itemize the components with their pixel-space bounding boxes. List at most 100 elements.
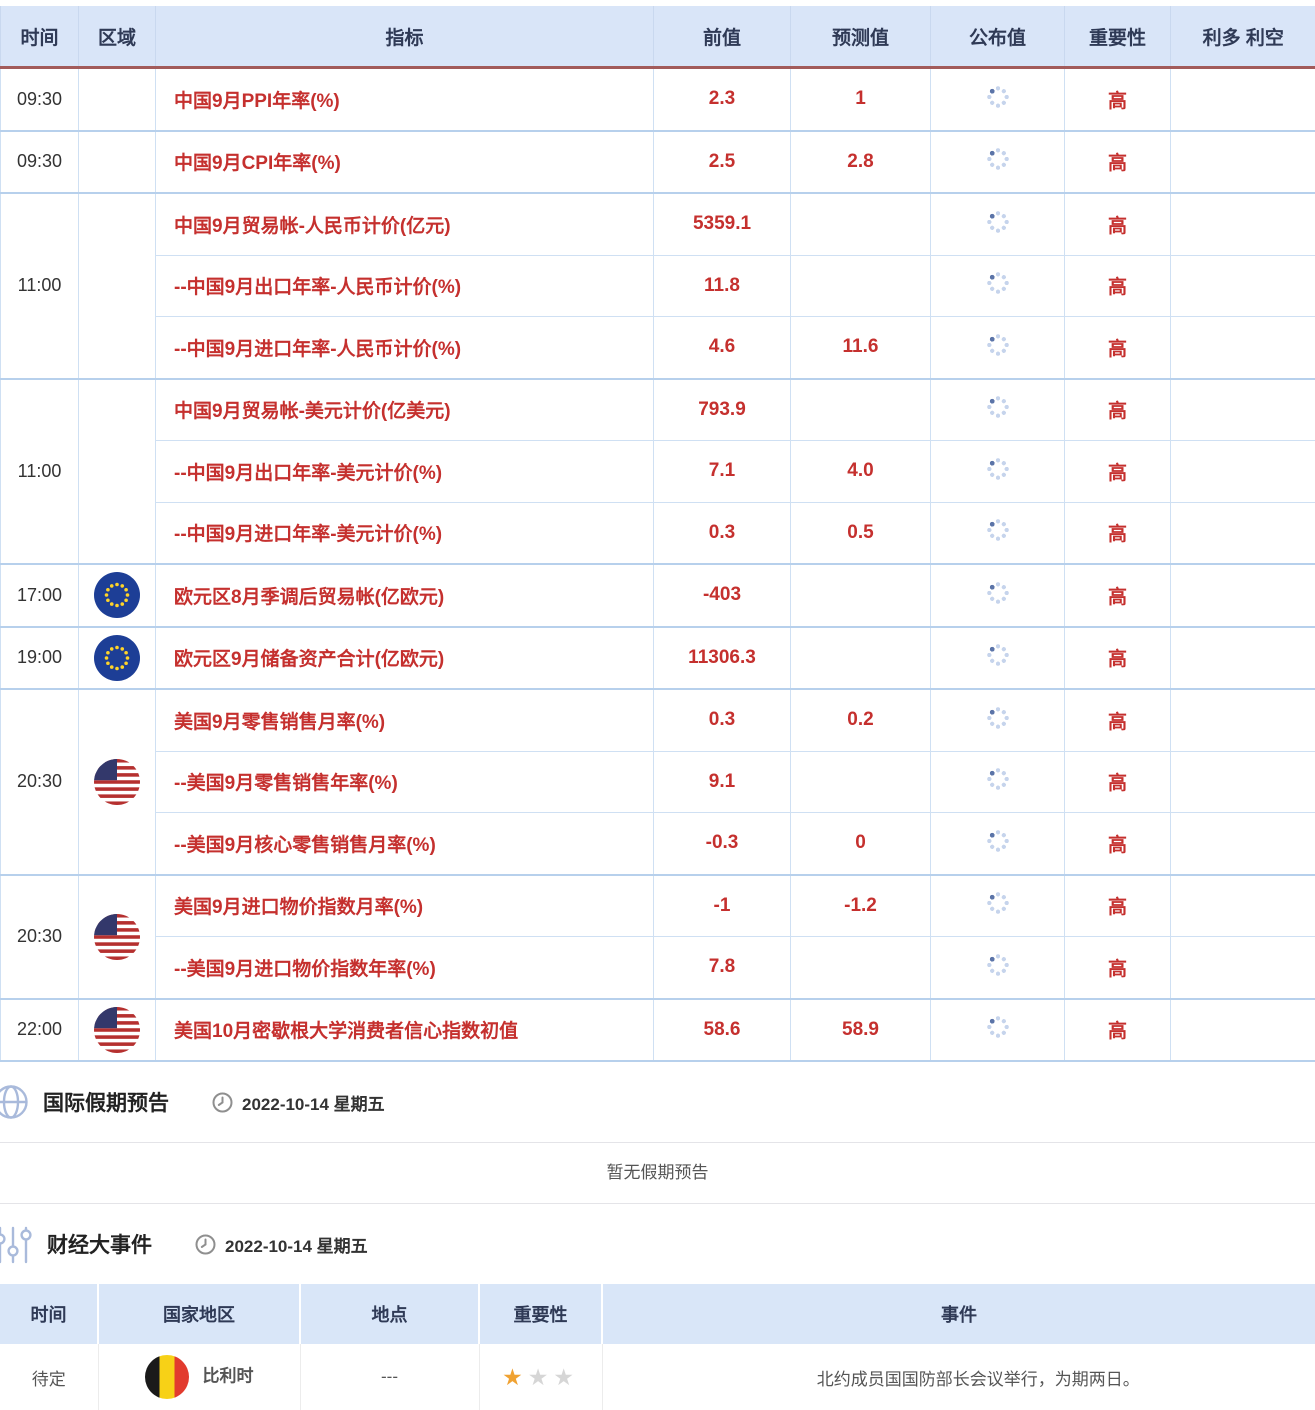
bull-bear-cell: [1171, 564, 1315, 627]
star-empty-icon: ★: [528, 1364, 554, 1390]
spinner-icon: [986, 457, 1010, 481]
importance-cell: 高: [1065, 999, 1171, 1062]
previous-value: -403: [654, 564, 791, 627]
spinner-icon: [986, 147, 1010, 171]
col-header-time: 时间: [1, 6, 79, 68]
indicator-link[interactable]: 中国9月CPI年率(%): [156, 131, 654, 194]
published-value: [931, 502, 1065, 564]
table-row: 20:30 美国9月零售销售月率(%) 0.3 0.2 高: [1, 689, 1315, 751]
forecast-value: [791, 627, 931, 690]
previous-value: 5359.1: [654, 193, 791, 255]
bull-bear-cell: [1171, 689, 1315, 751]
importance-cell: 高: [1065, 751, 1171, 813]
forecast-value: [791, 193, 931, 255]
previous-value: 0.3: [654, 502, 791, 564]
published-value: [931, 255, 1065, 317]
section-date: 2022-10-14 星期五: [194, 1232, 368, 1257]
previous-value: 0.3: [654, 689, 791, 751]
forecast-value: 2.8: [791, 131, 931, 194]
spinner-icon: [986, 829, 1010, 853]
table-row: --美国9月核心零售销售月率(%) -0.3 0 高: [1, 813, 1315, 875]
indicator-link[interactable]: --中国9月进口年率-美元计价(%): [156, 502, 654, 564]
region-cell: [79, 999, 156, 1062]
col-header-previous: 前值: [654, 6, 791, 68]
table-row: 待定 比利时 --- ★★★ 北约成员国国防部长会议举行，为期两日。: [0, 1344, 1315, 1410]
indicator-link[interactable]: --中国9月出口年率-人民币计价(%): [156, 255, 654, 317]
previous-value: 9.1: [654, 751, 791, 813]
forecast-value: [791, 751, 931, 813]
indicator-link[interactable]: 美国9月进口物价指数月率(%): [156, 875, 654, 937]
indicator-link[interactable]: --美国9月零售销售年率(%): [156, 751, 654, 813]
indicator-link[interactable]: 中国9月贸易帐-美元计价(亿美元): [156, 379, 654, 441]
sliders-icon: [0, 1221, 35, 1267]
spinner-icon: [986, 767, 1010, 791]
table-row: 09:30 中国9月PPI年率(%) 2.3 1 高: [1, 68, 1315, 131]
published-value: [931, 689, 1065, 751]
table-row: 22:00 美国10月密歇根大学消费者信心指数初值 58.6 58.9 高: [1, 999, 1315, 1062]
time-cell: 09:30: [1, 68, 79, 131]
indicator-link[interactable]: 欧元区8月季调后贸易帐(亿欧元): [156, 564, 654, 627]
indicator-link[interactable]: 中国9月贸易帐-人民币计价(亿元): [156, 193, 654, 255]
bull-bear-cell: [1171, 875, 1315, 937]
bull-bear-cell: [1171, 502, 1315, 564]
indicator-link[interactable]: 美国9月零售销售月率(%): [156, 689, 654, 751]
published-value: [931, 875, 1065, 937]
col-header-region: 区域: [79, 6, 156, 68]
indicator-link[interactable]: --中国9月出口年率-美元计价(%): [156, 441, 654, 503]
region-cell: [79, 875, 156, 999]
forecast-value: 1: [791, 68, 931, 131]
table-row: 09:30 中国9月CPI年率(%) 2.5 2.8 高: [1, 131, 1315, 194]
clock-icon: [211, 1091, 234, 1114]
star-empty-icon: ★: [553, 1364, 579, 1390]
time-cell: 11:00: [1, 379, 79, 565]
bull-bear-cell: [1171, 937, 1315, 999]
importance-stars: ★★★: [502, 1364, 579, 1390]
spinner-icon: [986, 706, 1010, 730]
forecast-value: 58.9: [791, 999, 931, 1062]
importance-cell: 高: [1065, 875, 1171, 937]
events-section-header: 财经大事件 2022-10-14 星期五: [0, 1204, 1315, 1284]
bull-bear-cell: [1171, 751, 1315, 813]
us-flag-icon: [94, 914, 140, 960]
time-cell: 17:00: [1, 564, 79, 627]
indicator-link[interactable]: --美国9月核心零售销售月率(%): [156, 813, 654, 875]
col-header-time: 时间: [0, 1284, 98, 1344]
forecast-value: [791, 379, 931, 441]
indicator-link[interactable]: 中国9月PPI年率(%): [156, 68, 654, 131]
events-table: 时间 国家地区 地点 重要性 事件 待定 比利时 --- ★★★ 北约成员国国防…: [0, 1284, 1315, 1410]
col-header-published: 公布值: [931, 6, 1065, 68]
previous-value: 4.6: [654, 317, 791, 379]
region-cell: [79, 627, 156, 690]
spinner-icon: [986, 581, 1010, 605]
importance-cell: 高: [1065, 441, 1171, 503]
economic-calendar-table: 时间 区域 指标 前值 预测值 公布值 重要性 利多 利空 09:30 中国9月…: [0, 6, 1315, 1062]
importance-cell: 高: [1065, 813, 1171, 875]
col-header-forecast: 预测值: [791, 6, 931, 68]
table-row: 11:00 中国9月贸易帐-美元计价(亿美元) 793.9 高: [1, 379, 1315, 441]
date-text: 2022-10-14 星期五: [242, 1090, 385, 1115]
time-cell: 11:00: [1, 193, 79, 379]
region-cell: [79, 689, 156, 875]
clock-icon: [194, 1233, 217, 1256]
spinner-icon: [986, 85, 1010, 109]
importance-cell: 高: [1065, 564, 1171, 627]
bull-bear-cell: [1171, 68, 1315, 131]
col-header-location: 地点: [300, 1284, 479, 1344]
col-header-country: 国家地区: [98, 1284, 300, 1344]
spinner-icon: [986, 395, 1010, 419]
forecast-value: [791, 937, 931, 999]
indicator-link[interactable]: --中国9月进口年率-人民币计价(%): [156, 317, 654, 379]
previous-value: 2.5: [654, 131, 791, 194]
eu-flag-icon: [94, 572, 140, 618]
forecast-value: 4.0: [791, 441, 931, 503]
us-flag-icon: [94, 1007, 140, 1053]
indicator-link[interactable]: 美国10月密歇根大学消费者信心指数初值: [156, 999, 654, 1062]
star-filled-icon: ★: [502, 1364, 528, 1390]
importance-cell: 高: [1065, 255, 1171, 317]
forecast-value: [791, 255, 931, 317]
indicator-link[interactable]: --美国9月进口物价指数年率(%): [156, 937, 654, 999]
table-row: --中国9月进口年率-美元计价(%) 0.3 0.5 高: [1, 502, 1315, 564]
spinner-icon: [986, 271, 1010, 295]
indicator-link[interactable]: 欧元区9月储备资产合计(亿欧元): [156, 627, 654, 690]
table-row: --美国9月零售销售年率(%) 9.1 高: [1, 751, 1315, 813]
